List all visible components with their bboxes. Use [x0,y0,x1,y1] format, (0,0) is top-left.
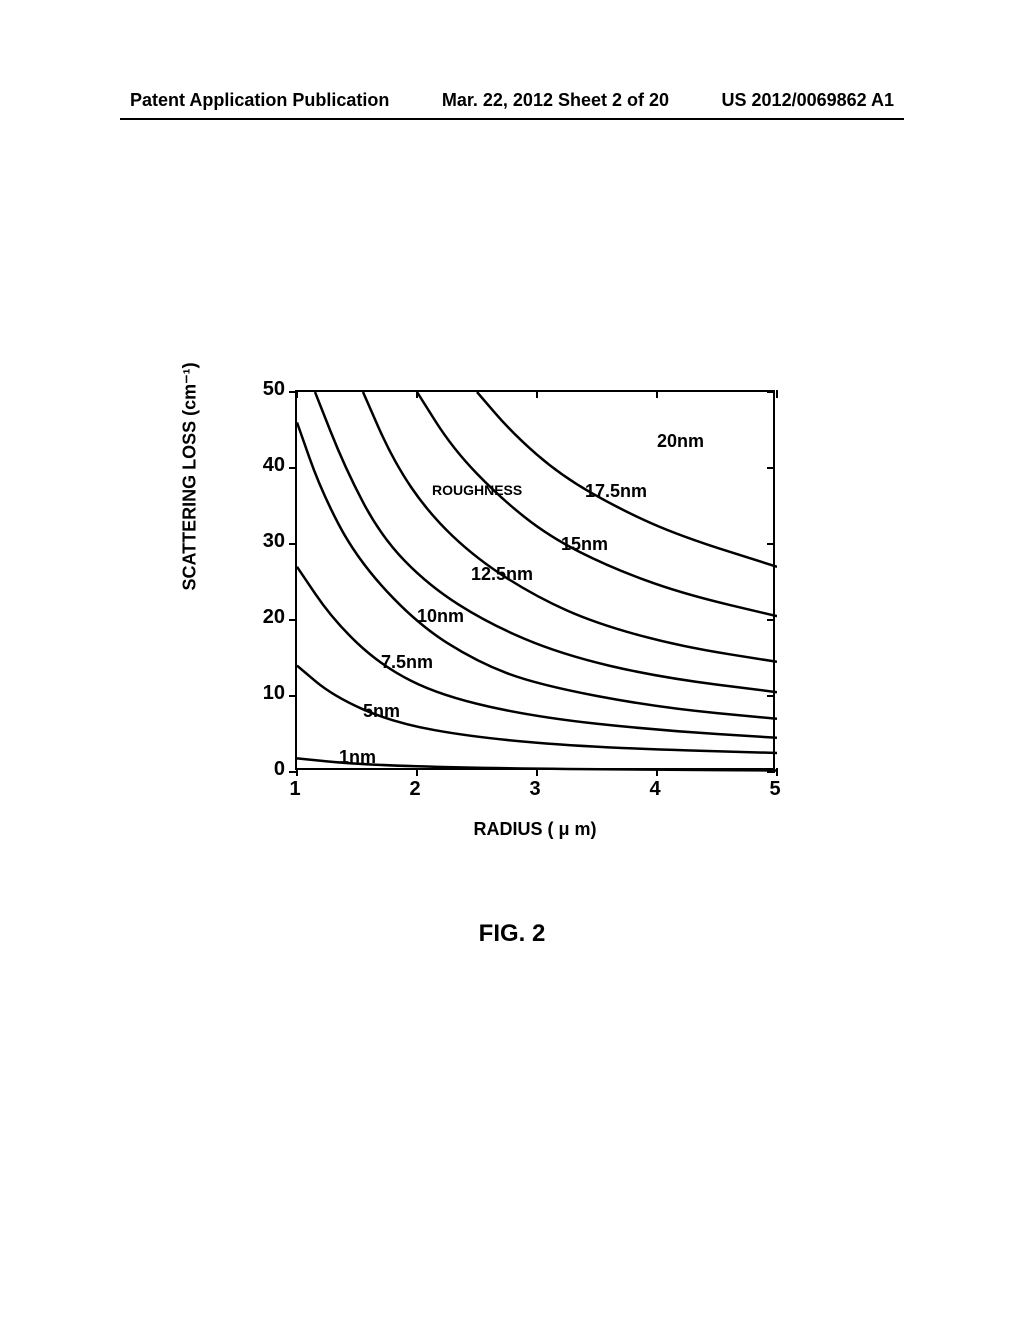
plot-area: 1nm 5nm 7.5nm 10nm 12.5nm 15nm 17.5nm 20nm ROUG… [295,390,775,770]
y-tick-label: 0 [245,758,285,781]
figure-label: FIG. 2 [0,920,1024,948]
scattering-loss-chart: SCATTERING LOSS (cm⁻¹) 1nm5nm7.5nm10nm12… [200,380,800,860]
y-tick [767,543,775,545]
x-tick [656,390,658,398]
x-tick-label: 5 [760,778,790,801]
y-tick [289,467,297,469]
y-tick-label: 50 [245,378,285,401]
x-tick [536,390,538,398]
y-tick-label: 20 [245,606,285,629]
roughness-annotation: ROUGHNESS [432,482,522,498]
y-tick-label: 30 [245,530,285,553]
y-tick-label: 40 [245,454,285,477]
x-tick-label: 3 [520,778,550,801]
curve-label-5nm: 5nm [363,701,400,722]
y-tick [289,619,297,621]
x-tick [536,768,538,776]
curve-label-17.5nm: 17.5nm [585,481,647,502]
curve-label-20nm: 20nm [657,431,704,452]
x-tick [656,768,658,776]
header-center: Mar. 22, 2012 Sheet 2 of 20 [442,90,669,111]
curve-label-10nm: 10nm [417,606,464,627]
x-tick [296,390,298,398]
x-tick [776,390,778,398]
page-header: Patent Application Publication Mar. 22, … [0,90,1024,111]
x-tick [296,768,298,776]
y-tick [767,467,775,469]
header-divider [120,118,904,120]
x-tick-label: 1 [280,778,310,801]
y-tick [767,695,775,697]
curve-label-1nm: 1nm [339,747,376,768]
x-tick [776,768,778,776]
curve-20nm [477,392,777,567]
x-tick-label: 4 [640,778,670,801]
y-tick-label: 10 [245,682,285,705]
x-tick [416,768,418,776]
curve-label-7.5nm: 7.5nm [381,652,433,673]
curve-10nm [297,422,777,718]
curve-label-12.5nm: 12.5nm [471,564,533,585]
header-right: US 2012/0069862 A1 [722,90,894,111]
x-tick [416,390,418,398]
y-tick [767,771,775,773]
y-axis-title: SCATTERING LOSS (cm⁻¹) [180,362,201,590]
y-tick [289,543,297,545]
y-tick [289,695,297,697]
y-tick [767,619,775,621]
y-tick [767,391,775,393]
curve-label-15nm: 15nm [561,534,608,555]
x-axis-title: RADIUS ( μ m) [295,819,775,840]
header-left: Patent Application Publication [130,90,389,111]
x-tick-label: 2 [400,778,430,801]
curve-12.5nm [315,392,777,692]
